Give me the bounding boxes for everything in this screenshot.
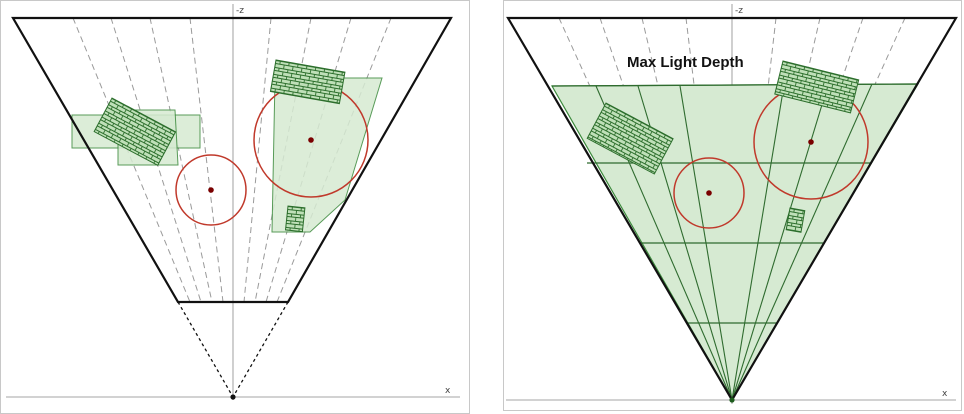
z-axis-label: -z xyxy=(735,6,743,16)
left-diagram-panel: -z x xyxy=(0,0,470,414)
left-diagram-svg: -z x xyxy=(0,0,470,414)
z-axis-label: -z xyxy=(236,6,244,16)
light-center-large xyxy=(808,139,814,145)
light-circle-small xyxy=(673,157,745,229)
view-frustum xyxy=(506,16,958,403)
x-axis-label: x xyxy=(942,389,948,399)
eye-point xyxy=(230,394,236,400)
panel-border xyxy=(0,0,470,414)
right-diagram-svg: -z x xyxy=(503,0,962,411)
light-center-small xyxy=(706,190,712,196)
light-circle-small xyxy=(175,154,247,226)
light-center-small xyxy=(208,187,214,193)
frustum-extension xyxy=(177,301,289,398)
right-diagram-panel: -z x xyxy=(500,0,964,414)
max-light-depth-heading: Max Light Depth xyxy=(627,54,744,71)
occluder-objects xyxy=(586,60,860,233)
x-axis-label: x xyxy=(445,386,451,396)
eye-point xyxy=(729,397,735,403)
light-center-large xyxy=(308,137,314,143)
occluder-objects xyxy=(93,59,346,233)
